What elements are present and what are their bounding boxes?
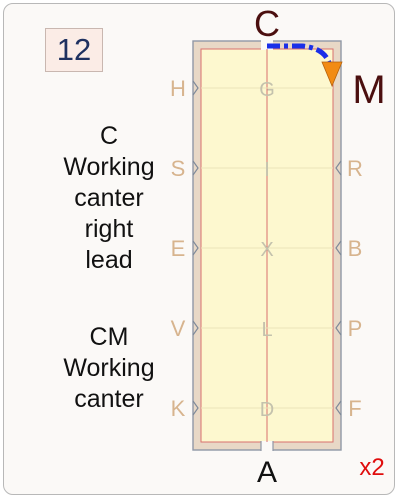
movement-instruction: C Working canter right lead <box>24 121 194 276</box>
letter-d: D <box>260 399 274 421</box>
letter-b: B <box>348 236 363 261</box>
letter-x: X <box>260 239 273 261</box>
notch-p <box>335 320 342 336</box>
instruction-line: CM <box>89 323 129 351</box>
letter-m: M <box>352 68 385 112</box>
instruction-line: right <box>84 215 134 243</box>
instruction-line: lead <box>85 246 133 274</box>
letter-k: K <box>171 396 186 421</box>
movement-instruction: CM Working canter <box>24 322 194 415</box>
notch-e <box>192 240 199 256</box>
letter-v: V <box>171 316 186 341</box>
instruction-line: canter <box>74 385 144 413</box>
letter-h: H <box>170 76 186 101</box>
notch-v <box>192 320 199 336</box>
notch-f <box>335 400 342 416</box>
notch-h <box>192 80 199 96</box>
letter-r: R <box>347 156 363 181</box>
notch-b <box>335 240 342 256</box>
direction-arrow-icon <box>321 61 343 88</box>
repeat-multiplier: x2 <box>359 454 384 481</box>
letter-s: S <box>171 156 186 181</box>
notch-s <box>192 160 199 176</box>
instruction-line: Working <box>63 153 155 181</box>
arena-entrance-gap <box>261 441 273 451</box>
letter-g: G <box>259 79 275 101</box>
notch-k <box>192 400 199 416</box>
instruction-line: C <box>99 122 119 150</box>
letter-c: C <box>254 3 280 44</box>
movement-number-badge: 12 <box>45 28 103 72</box>
letter-e: E <box>171 236 186 261</box>
notch-r <box>335 160 342 176</box>
letter-p: P <box>348 316 363 341</box>
instruction-line: Working <box>63 354 155 382</box>
letter-i: I <box>264 159 270 181</box>
letter-f: F <box>348 396 361 421</box>
letter-l: L <box>261 319 272 341</box>
instruction-line: canter <box>74 184 144 212</box>
letter-a: A <box>257 456 277 489</box>
